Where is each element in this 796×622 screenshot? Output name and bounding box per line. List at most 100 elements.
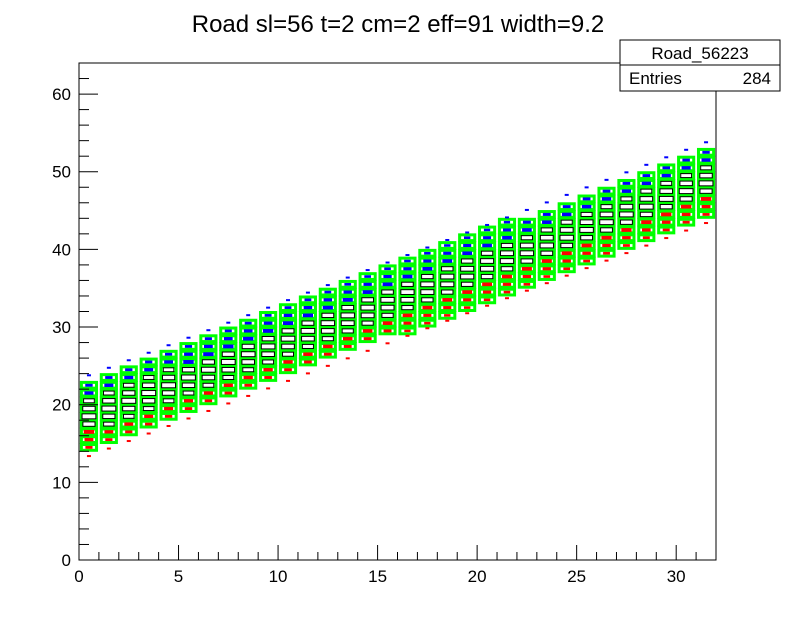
road-cell bbox=[378, 326, 397, 336]
hit-density bbox=[563, 267, 571, 271]
hit-density bbox=[243, 329, 253, 333]
road-cell bbox=[338, 342, 357, 351]
hit-density bbox=[363, 282, 372, 286]
road-cell bbox=[398, 295, 417, 305]
road-cell bbox=[199, 357, 218, 367]
hit-density bbox=[520, 235, 534, 241]
road-cell bbox=[617, 217, 636, 227]
road-cell bbox=[657, 163, 676, 173]
road-cell bbox=[637, 233, 656, 243]
road-cell bbox=[219, 388, 238, 398]
hit-density bbox=[424, 321, 431, 325]
road-cell bbox=[418, 318, 437, 328]
hit-density bbox=[161, 390, 176, 396]
road-cell bbox=[259, 318, 278, 328]
hit-density bbox=[444, 244, 451, 247]
outlier-hit bbox=[524, 289, 529, 292]
outlier-hit bbox=[485, 304, 490, 307]
road-cell bbox=[378, 318, 397, 328]
outlier-hit bbox=[286, 379, 291, 382]
hit-density bbox=[562, 205, 571, 209]
road-cell bbox=[478, 256, 497, 266]
road-cell bbox=[79, 404, 99, 413]
hit-density bbox=[403, 321, 412, 325]
road-cell bbox=[159, 357, 178, 367]
hit-density bbox=[122, 405, 136, 412]
road-cell bbox=[557, 225, 576, 235]
hit-density bbox=[680, 204, 692, 209]
hit-density bbox=[204, 344, 213, 349]
hit-density bbox=[539, 234, 554, 241]
y-tick-label: 20 bbox=[52, 396, 71, 415]
road-cell bbox=[398, 303, 417, 312]
hit-density bbox=[519, 242, 534, 249]
road-cell bbox=[398, 272, 417, 281]
hit-density bbox=[301, 320, 315, 326]
hit-density bbox=[124, 422, 134, 426]
road-cell bbox=[617, 241, 636, 250]
x-tick-label: 25 bbox=[567, 567, 586, 586]
hit-density bbox=[580, 211, 593, 217]
hit-density bbox=[342, 336, 353, 341]
hit-density bbox=[443, 306, 452, 310]
outlier-hit bbox=[305, 372, 310, 375]
hit-density bbox=[382, 282, 393, 287]
hit-density bbox=[303, 306, 313, 310]
outlier-hit bbox=[664, 237, 669, 240]
hit-density bbox=[241, 359, 255, 365]
hit-density bbox=[660, 180, 673, 186]
road-cell bbox=[298, 295, 317, 305]
road-cell bbox=[577, 194, 596, 204]
road-cell bbox=[517, 279, 536, 289]
road-cell bbox=[497, 264, 517, 274]
outlier-hit bbox=[266, 387, 271, 390]
road-cell bbox=[478, 241, 497, 250]
hit-density bbox=[122, 390, 136, 396]
road-cell bbox=[537, 248, 556, 258]
road-cell bbox=[557, 241, 576, 250]
road-cell bbox=[617, 194, 636, 204]
road-cell bbox=[318, 287, 337, 297]
hit-density bbox=[579, 219, 594, 226]
hit-density bbox=[483, 236, 492, 240]
outlier-hit bbox=[584, 267, 589, 270]
road-cell bbox=[298, 318, 317, 328]
road-cell bbox=[318, 326, 337, 336]
outlier-hit bbox=[126, 440, 131, 443]
hit-density bbox=[283, 313, 293, 318]
hit-density bbox=[281, 328, 295, 334]
road-cell bbox=[298, 349, 317, 359]
hit-density bbox=[639, 203, 654, 210]
road-cell bbox=[179, 342, 198, 351]
road-cell bbox=[199, 342, 218, 351]
hit-density bbox=[243, 336, 254, 341]
outlier-hit bbox=[206, 329, 211, 332]
road-cell bbox=[239, 365, 258, 375]
road-cell bbox=[696, 171, 716, 180]
road-cell bbox=[517, 225, 536, 235]
road-cell bbox=[537, 217, 556, 227]
hit-density bbox=[202, 382, 215, 388]
outlier-hit bbox=[226, 402, 231, 405]
hit-density bbox=[161, 374, 176, 381]
road-cell bbox=[657, 210, 676, 219]
road-cell bbox=[119, 419, 138, 429]
road-cell bbox=[159, 365, 178, 375]
hit-density bbox=[602, 189, 611, 193]
road-cell bbox=[497, 225, 517, 235]
hit-density bbox=[642, 174, 651, 178]
hit-density bbox=[164, 406, 174, 411]
road-cell bbox=[657, 186, 676, 196]
road-cell bbox=[239, 373, 258, 382]
hit-density bbox=[142, 382, 156, 388]
hit-density bbox=[201, 359, 215, 365]
road-cell bbox=[478, 225, 497, 235]
hit-density bbox=[360, 312, 375, 319]
road-cell bbox=[637, 210, 656, 219]
outlier-hit bbox=[684, 229, 689, 232]
road-cell bbox=[378, 287, 397, 297]
road-cell bbox=[418, 272, 437, 281]
road-cell bbox=[418, 279, 437, 289]
road-cell bbox=[199, 349, 218, 359]
outlier-hit bbox=[186, 417, 191, 420]
